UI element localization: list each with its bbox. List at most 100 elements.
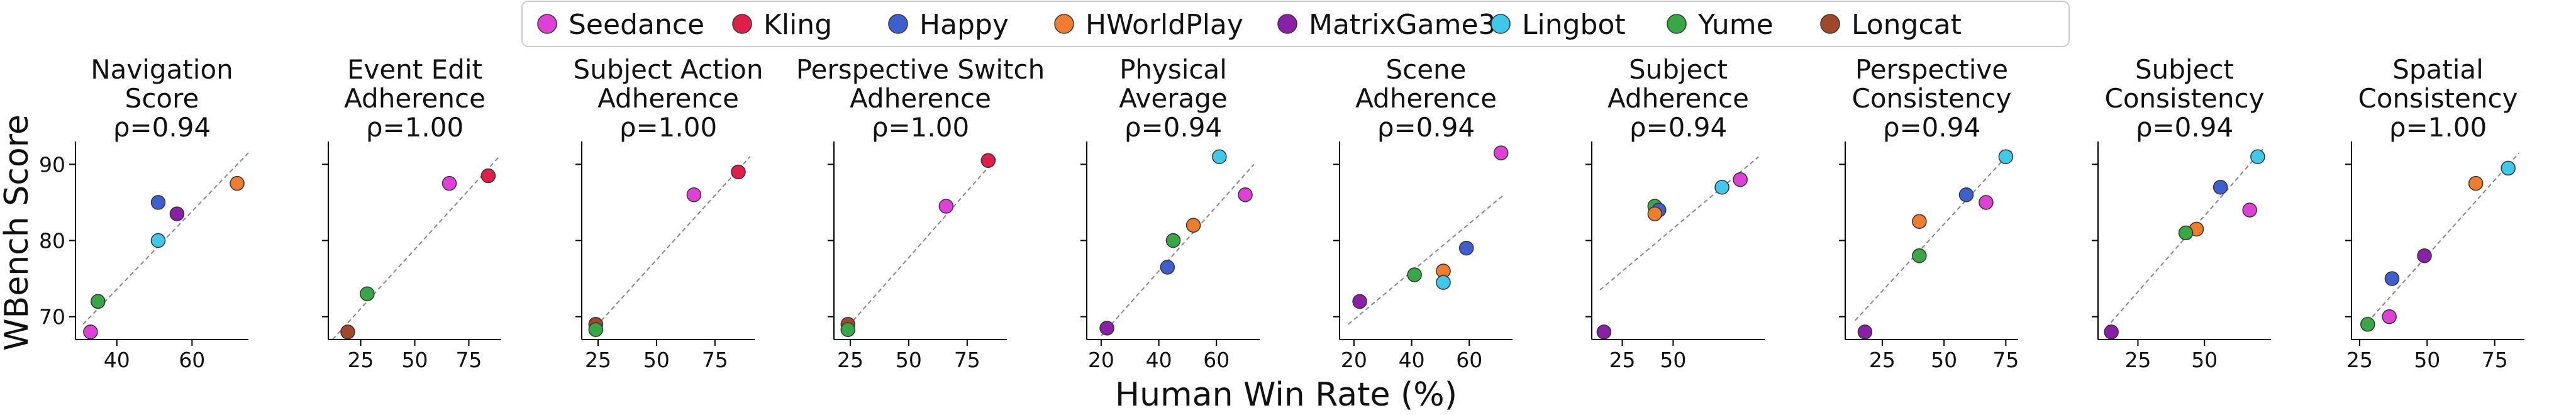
legend-label: Longcat xyxy=(1852,9,1962,41)
legend: Seedance Kling Happy HWorldPlay MatrixGame3 L… xyxy=(521,1,2070,47)
point-hworldplay xyxy=(230,175,245,191)
subplot-title: Adherence xyxy=(1355,83,1497,114)
x-tick-label: 25 xyxy=(348,348,374,372)
legend-item-seedance: Seedance xyxy=(537,9,704,41)
subplot-rho: ρ=1.00 xyxy=(366,112,464,143)
point-hworldplay xyxy=(1185,218,1201,233)
point-matrixgame3 xyxy=(1099,321,1114,336)
fit-line xyxy=(2105,148,2264,329)
point-happy xyxy=(150,195,166,210)
legend-item-longcat: Longcat xyxy=(1820,9,1962,41)
point-seedance xyxy=(1733,172,1748,187)
subplot-title: Consistency xyxy=(2105,83,2265,114)
x-tick-label: 25 xyxy=(2346,348,2373,372)
x-tick-label: 20 xyxy=(1341,348,1367,372)
subplot-rho: ρ=1.00 xyxy=(619,112,717,143)
x-tick-label: 40 xyxy=(1399,348,1425,372)
subplot-rho: ρ=0.94 xyxy=(1629,112,1727,143)
legend-marker xyxy=(1667,14,1687,34)
point-happy xyxy=(1160,260,1175,275)
x-axis-label: Human Win Rate (%) xyxy=(1115,376,1457,414)
legend-marker xyxy=(537,14,557,34)
x-tick-label: 60 xyxy=(179,348,205,372)
y-tick-label: 80 xyxy=(39,229,65,253)
point-lingbot xyxy=(1714,179,1729,195)
x-tick-label: 75 xyxy=(954,348,980,372)
x-tick-label: 25 xyxy=(2124,348,2151,372)
subplot-rho: ρ=0.94 xyxy=(1883,112,1980,143)
subplot-title: Average xyxy=(1119,83,1227,114)
subplot-title: Spatial xyxy=(2392,54,2484,85)
subplot-title: Score xyxy=(125,83,199,114)
point-lingbot xyxy=(2250,149,2265,164)
x-tick-label: 50 xyxy=(643,348,670,372)
point-seedance xyxy=(1493,145,1509,160)
point-yume xyxy=(588,322,604,337)
point-yume xyxy=(1165,233,1181,248)
fit-line xyxy=(82,152,249,325)
point-lingbot xyxy=(150,233,166,248)
x-tick-label: 40 xyxy=(1146,348,1172,372)
x-tick-label: 75 xyxy=(455,348,482,372)
subplot-title: Adherence xyxy=(597,83,739,114)
fit-line xyxy=(1599,156,1759,291)
fit-line xyxy=(2362,152,2520,329)
legend-item-happy: Happy xyxy=(888,9,1009,41)
point-lingbot xyxy=(1212,149,1227,164)
point-kling xyxy=(980,153,996,169)
fit-line xyxy=(591,156,751,333)
point-longcat xyxy=(340,324,355,340)
subplot-title: Perspective xyxy=(1855,54,2008,85)
subplot-title: Adherence xyxy=(850,83,991,114)
x-tick-label: 25 xyxy=(837,348,863,372)
x-tick-label: 75 xyxy=(2482,348,2508,372)
x-tick-label: 20 xyxy=(1088,348,1114,372)
y-axis-label: WBench Score xyxy=(0,114,36,351)
legend-item-yume: Yume xyxy=(1667,9,1774,41)
subplot-rho: ρ=1.00 xyxy=(2389,112,2487,143)
point-lingbot xyxy=(1436,275,1451,290)
x-tick-label: 75 xyxy=(1992,348,2019,372)
x-tick-label: 50 xyxy=(896,348,922,372)
fit-line xyxy=(1101,163,1255,336)
subplot-rho: ρ=0.94 xyxy=(113,112,211,143)
legend-label: Seedance xyxy=(569,9,704,41)
subplot-title: Consistency xyxy=(2358,83,2518,114)
point-lingbot xyxy=(2501,160,2516,176)
subplot-title: Physical xyxy=(1119,54,1227,85)
subplot-rho: ρ=0.94 xyxy=(1124,112,1222,143)
point-yume xyxy=(91,294,106,309)
legend-item-matrixgame3: MatrixGame3 xyxy=(1277,9,1496,41)
legend-marker xyxy=(1277,14,1297,34)
subplot-title: Subject Action xyxy=(574,54,763,85)
fit-line xyxy=(332,156,500,340)
point-seedance xyxy=(2382,309,2397,324)
point-yume xyxy=(1912,248,1927,263)
legend-label: Lingbot xyxy=(1522,9,1626,41)
legend-marker xyxy=(1820,14,1840,34)
x-tick-label: 50 xyxy=(1660,348,1686,372)
subplot-rho: ρ=1.00 xyxy=(872,112,969,143)
point-seedance xyxy=(938,199,954,214)
point-matrixgame3 xyxy=(1857,324,1873,340)
legend-item-lingbot: Lingbot xyxy=(1491,9,1626,41)
point-hworldplay xyxy=(1912,214,1927,229)
point-seedance xyxy=(83,324,98,340)
point-yume xyxy=(1407,267,1422,282)
point-happy xyxy=(2384,271,2400,286)
point-happy xyxy=(2212,179,2228,195)
x-tick-label: 50 xyxy=(402,348,428,372)
legend-label: HWorldPlay xyxy=(1085,9,1243,41)
point-matrixgame3 xyxy=(169,206,185,221)
legend-label: Kling xyxy=(763,9,832,41)
point-matrixgame3 xyxy=(1352,294,1367,309)
subplot-title: Adherence xyxy=(344,83,486,114)
